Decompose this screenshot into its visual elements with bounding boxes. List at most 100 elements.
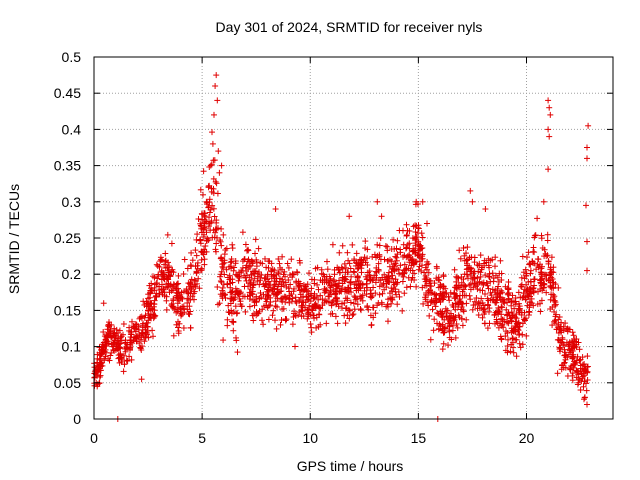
data-point [411,270,418,277]
data-point [278,317,285,323]
data-point [467,187,474,194]
data-point [263,291,269,298]
data-point [278,295,285,302]
data-point [203,248,210,255]
data-point [116,341,123,348]
data-point [262,295,269,302]
data-point [191,288,198,295]
data-point [271,285,278,292]
data-point [539,245,546,251]
data-point [421,276,428,283]
data-point [339,276,346,283]
data-point [526,298,533,305]
y-tick-label: 0 [73,411,81,427]
data-point [547,306,554,312]
y-tick-label: 0.45 [54,85,81,101]
data-point [480,281,487,288]
data-point [399,271,406,278]
data-point [173,289,180,296]
data-point [299,308,306,315]
data-point [307,321,314,327]
data-point [475,299,482,306]
data-point [424,258,431,265]
data-point [165,259,171,266]
data-point [142,312,149,319]
data-point [483,280,490,286]
data-point [321,273,328,280]
data-point [361,254,368,261]
data-point [427,287,433,294]
data-point [287,272,293,278]
data-point [264,304,271,311]
data-point [345,257,352,264]
data-point [503,306,510,313]
data-point [254,273,261,280]
data-point [500,324,507,331]
data-point [275,256,282,262]
data-point [390,236,397,243]
data-point [145,310,152,317]
data-point [346,260,353,267]
data-point [505,336,511,343]
data-point [336,269,343,276]
data-point [543,289,550,296]
data-point [540,198,547,205]
data-point [150,315,157,322]
data-point [229,288,236,295]
data-point [530,289,537,296]
data-point [170,332,177,339]
data-point [432,291,439,298]
data-point [364,303,371,309]
data-point [344,269,351,276]
data-point [385,318,391,325]
data-point [136,315,143,322]
data-point [373,254,379,261]
data-point [392,276,399,283]
data-point [158,286,165,293]
data-point [507,348,514,355]
data-point [194,231,201,238]
data-point [501,300,508,307]
data-point [169,266,176,273]
data-point [456,247,463,254]
data-point [476,305,483,312]
data-point [180,305,187,312]
data-point [484,282,491,289]
data-point [170,281,177,288]
data-point [555,316,562,323]
data-point [308,324,315,331]
data-point [552,281,559,288]
data-point [460,245,467,251]
data-point [413,198,420,205]
data-point [394,237,401,244]
data-point [273,291,280,298]
data-point [349,312,356,319]
data-point [584,267,590,274]
data-point [426,277,433,284]
data-point [435,326,442,333]
data-point [200,226,207,233]
data-point [163,283,170,290]
data-point [347,265,354,272]
data-point [479,287,486,294]
x-tick-label: 15 [411,430,427,446]
data-point [149,306,156,313]
data-point [350,311,357,318]
data-point [344,249,351,256]
data-point [552,317,558,324]
data-point [389,272,396,279]
data-point [530,244,537,251]
data-point [284,260,291,267]
data-point [481,257,488,264]
data-point [515,307,522,314]
data-point [170,304,176,311]
data-point [277,321,284,328]
data-point [266,282,273,288]
data-point [420,300,427,307]
data-point [191,296,197,303]
data-point [309,303,316,310]
data-point [209,202,216,209]
data-point [501,316,507,323]
data-point [337,288,344,294]
data-point [287,281,294,288]
